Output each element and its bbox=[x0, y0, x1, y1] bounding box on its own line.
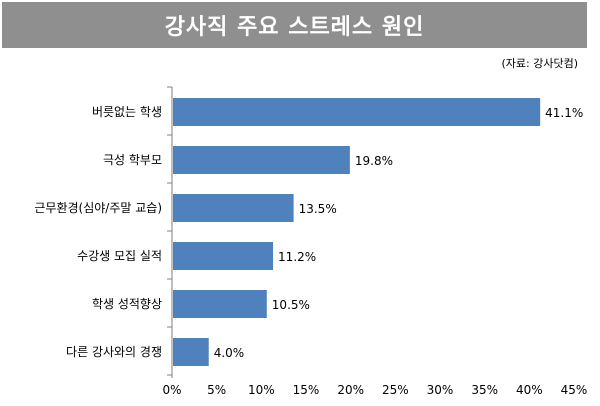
bar bbox=[173, 194, 294, 222]
bar bbox=[173, 146, 350, 174]
x-tick-label: 45% bbox=[561, 383, 588, 397]
category-label: 학생 성적향상 bbox=[92, 297, 162, 311]
x-tick-label: 15% bbox=[293, 383, 320, 397]
x-tick-label: 35% bbox=[471, 383, 498, 397]
source-note: (자료: 강사닷컴) bbox=[501, 57, 578, 70]
data-label: 11.2% bbox=[278, 250, 316, 264]
title-bar: 강사직 주요 스트레스 원인 bbox=[2, 2, 587, 48]
category-label: 극성 학부모 bbox=[103, 153, 162, 167]
x-tick-label: 0% bbox=[162, 383, 181, 397]
x-tick-label: 25% bbox=[382, 383, 409, 397]
data-label: 10.5% bbox=[272, 298, 310, 312]
bar bbox=[173, 242, 274, 270]
category-label: 버릇없는 학생 bbox=[92, 105, 162, 119]
x-tick-label: 10% bbox=[248, 383, 275, 397]
data-label: 19.8% bbox=[355, 154, 393, 168]
bar bbox=[173, 290, 267, 318]
data-label: 13.5% bbox=[299, 202, 337, 216]
category-label: 수강생 모집 실적 bbox=[77, 249, 162, 263]
category-label: 다른 강사와의 경쟁 bbox=[66, 345, 162, 359]
x-tick-label: 40% bbox=[516, 383, 543, 397]
category-label: 근무환경(심야/주말 교습) bbox=[34, 201, 162, 215]
bar bbox=[173, 98, 541, 126]
data-label: 41.1% bbox=[545, 106, 583, 120]
x-tick-label: 20% bbox=[337, 383, 364, 397]
chart-title: 강사직 주요 스트레스 원인 bbox=[164, 15, 425, 40]
data-label: 4.0% bbox=[214, 346, 245, 360]
x-tick-label: 5% bbox=[207, 383, 226, 397]
bar bbox=[173, 338, 209, 366]
x-tick-label: 30% bbox=[427, 383, 454, 397]
